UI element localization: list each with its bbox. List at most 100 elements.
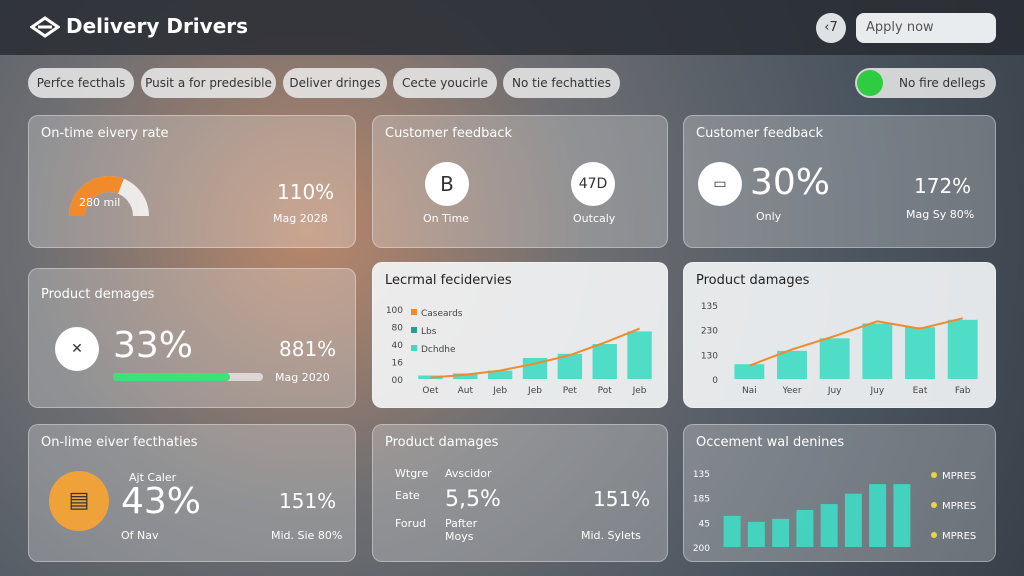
card-title: On-time eivery rate (41, 126, 169, 141)
y-tick-label: 80 (392, 324, 404, 334)
side-caption: Mag Sy 80% (906, 208, 975, 221)
filter-chip[interactable]: Perfce fecthals (28, 68, 134, 98)
x-tick-label: Jeb (527, 386, 542, 396)
filter-chip[interactable]: Deliver dringes (283, 68, 387, 98)
legend-dot (931, 472, 937, 478)
legend-dot (931, 502, 937, 508)
y-tick-label: 0 (712, 376, 718, 386)
chart-card: Lecrmal fecidervies 100 80 40 16 00 Oet Aut Jeb… (372, 262, 668, 408)
value: 110% (277, 180, 335, 204)
y-tick-label: 200 (693, 544, 710, 554)
header: Delivery Drivers ‹7 Apply now (0, 0, 1024, 55)
icon: ✕ (55, 327, 99, 371)
chart-card: Product damages 135 230 130 0 Nai Yeer Juy Juy E… (683, 262, 996, 408)
x-tick-label: Juy (827, 386, 842, 396)
toggle[interactable]: No fire dellegs (855, 68, 996, 98)
x-tick-label: Yeer (781, 386, 801, 396)
x-tick-label: Pet (563, 386, 578, 396)
progress-bar (113, 373, 230, 381)
legend-dot (931, 532, 937, 538)
bar (592, 344, 617, 379)
y-tick-label: 40 (392, 341, 404, 351)
chart: 100 80 40 16 00 Oet Aut Jeb Jeb Pet Pot Jeb Caseards… (386, 306, 652, 396)
label: On Time (423, 212, 470, 225)
x-tick-label: Fab (955, 386, 971, 396)
bar (522, 358, 548, 379)
bar (734, 364, 765, 379)
card-title: On-lime eiver fecthaties (41, 435, 198, 450)
caption: Of Nav (121, 529, 159, 542)
y-tick-label: 135 (701, 302, 718, 312)
search[interactable]: Apply now (856, 13, 996, 43)
bar (627, 331, 652, 379)
legend-swatch (411, 345, 417, 351)
bar (772, 518, 790, 547)
side-caption: Mid. Sie 80% (271, 529, 343, 542)
filter-chip[interactable]: Cecte youcirle (393, 68, 497, 98)
card-title: Product damages (696, 273, 810, 288)
card-title: Lecrmal fecidervies (385, 273, 512, 288)
value: 33% (113, 325, 194, 366)
y-tick-label: 45 (699, 519, 710, 529)
bar (747, 521, 765, 547)
value: 30% (750, 162, 831, 203)
legend-label: Caseards (421, 309, 463, 319)
bar (862, 323, 893, 379)
value: 5,5% (445, 487, 501, 512)
chart-card: Occement wal denines 135 185 45 200 MPRES MPR… (683, 424, 996, 562)
brand: Delivery Drivers (66, 14, 249, 38)
line (430, 327, 640, 379)
chart: 135 230 130 0 Nai Yeer Juy Juy Eat Fab (701, 302, 978, 396)
legend-label: MPRES (942, 471, 976, 482)
bar (820, 504, 838, 547)
gauge-label: 280 mil (79, 196, 121, 209)
card-title: Product demages (41, 287, 155, 302)
icon: B (425, 162, 469, 206)
bar (723, 515, 741, 547)
card: Product demages ✕ 33% 881% Mag 2020 (28, 268, 356, 408)
filter-chip[interactable]: Pusit a for predesible (141, 68, 276, 98)
side-value: 151% (593, 487, 651, 511)
legend-label: Dchdhe (421, 345, 456, 355)
legend-label: Lbs (421, 327, 437, 337)
toggle-label: No fire dellegs (899, 76, 986, 90)
value: 43% (121, 481, 202, 522)
bar (819, 338, 850, 379)
side-value: 151% (279, 489, 337, 513)
bar (947, 319, 978, 379)
card: Customer feedback B On Time 47D Outcaly (372, 115, 668, 248)
side-value: 881% (279, 337, 337, 361)
y-tick-label: 130 (701, 351, 718, 361)
y-tick-label: 100 (386, 306, 403, 316)
caption: Mag 2028 (273, 212, 328, 225)
card: Product damages Wtgre Eate Forud Avscido… (372, 424, 668, 562)
bar (869, 484, 887, 547)
y-tick-label: 135 (693, 470, 710, 480)
toggle-knob (857, 70, 883, 96)
bar (777, 350, 807, 379)
legend-label: MPRES (942, 531, 976, 542)
x-tick-label: Nai (742, 386, 757, 396)
legend-swatch (411, 327, 417, 333)
badge[interactable]: ‹7 (816, 13, 846, 43)
card-title: Customer feedback (385, 126, 512, 141)
sub-label: Avscidor (445, 467, 492, 480)
y-tick-label: 230 (701, 327, 718, 337)
sub-label: Pafter Moys (445, 517, 478, 543)
bar (844, 493, 862, 547)
side-value: 172% (914, 174, 972, 198)
label: Outcaly (573, 212, 616, 225)
filter-chip[interactable]: No tie fechatties (503, 68, 620, 98)
chart: 135 185 45 200 MPRES MPRES MPRES (693, 470, 976, 554)
card: On-time eivery rate 280 mil 110% Mag 202… (28, 115, 356, 248)
icon: ▭ (698, 162, 742, 206)
x-tick-label: Jeb (492, 386, 507, 396)
icon: 47D (571, 162, 615, 206)
card-title: Customer feedback (696, 126, 823, 141)
x-tick-label: Jeb (632, 386, 647, 396)
legend-label: MPRES (942, 501, 976, 512)
card-title: Product damages (385, 435, 499, 450)
note: Ajt Caler (129, 471, 177, 484)
label: Wtgre (395, 467, 429, 480)
label: Forud (395, 517, 427, 530)
